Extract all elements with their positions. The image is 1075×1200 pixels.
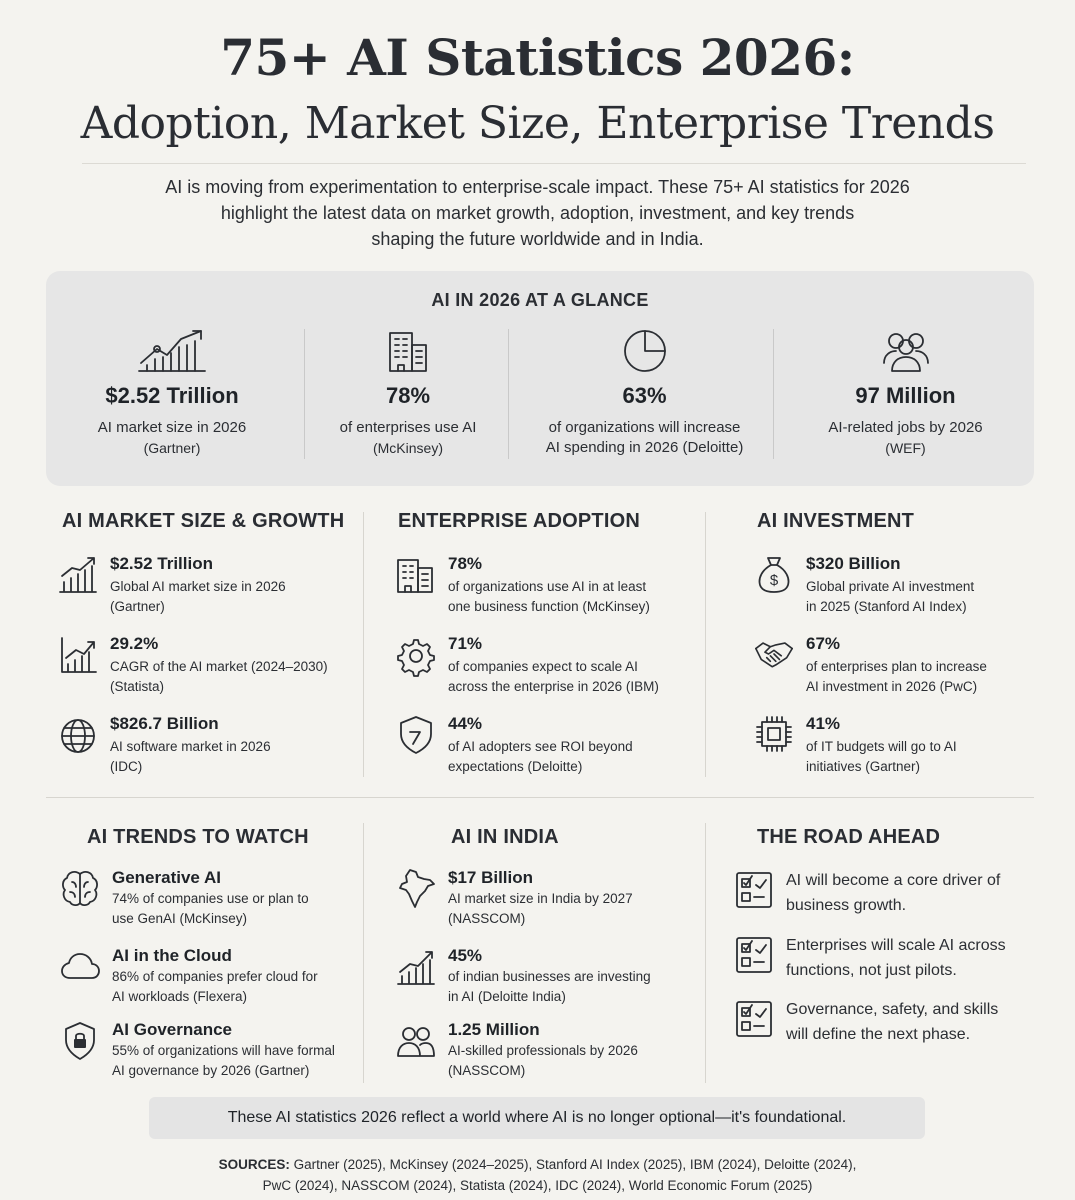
- stat-value: 1.25 Million: [448, 1020, 540, 1039]
- conclusion-banner: These AI statistics 2026 reflect a world…: [149, 1097, 925, 1139]
- glance-source: (WEF): [885, 440, 926, 456]
- sources-line: PwC (2024), NASSCOM (2024), Statista (20…: [262, 1178, 813, 1193]
- stat-value: 41%: [806, 714, 841, 733]
- section-title-market: AI MARKET SIZE & GROWTH: [62, 510, 345, 532]
- india-map-icon: [399, 869, 435, 908]
- stat-value: AI Governance: [112, 1020, 232, 1039]
- growth-chart-icon: [138, 330, 206, 372]
- row-divider: [46, 797, 1034, 798]
- glance-divider: [508, 329, 509, 459]
- glance-value: 78%: [385, 383, 431, 408]
- gear-icon: [397, 639, 435, 677]
- glance-value: 97 Million: [855, 383, 956, 408]
- glance-label: of organizations will increase: [548, 419, 741, 436]
- office-building-icon: [397, 559, 433, 593]
- page-subtitle: Adoption, Market Size, Enterprise Trends: [80, 98, 995, 149]
- stat-value: 71%: [448, 634, 483, 653]
- people-icon: [882, 333, 929, 372]
- glance-label: AI market size in 2026: [97, 419, 247, 436]
- glance-spending: 63% of organizations will increase AI sp…: [512, 327, 777, 467]
- glance-divider: [773, 329, 774, 459]
- column-divider: [705, 823, 706, 1083]
- glance-market-size: $2.52 Trillion AI market size in 2026 (G…: [46, 327, 298, 467]
- money-bag-icon: $: [758, 557, 790, 593]
- brain-icon: [62, 871, 98, 907]
- buildings-icon: [389, 332, 427, 372]
- people-icon: [397, 1027, 435, 1057]
- section-title-road: THE ROAD AHEAD: [757, 826, 941, 848]
- glance-divider: [304, 329, 305, 459]
- glance-label: AI spending in 2026 (Deloitte): [545, 439, 744, 456]
- glance-label: AI-related jobs by 2026: [828, 419, 983, 436]
- glance-source: (McKinsey): [372, 440, 443, 456]
- handshake-icon: [755, 642, 793, 668]
- sources-label: SOURCES:: [218, 1157, 290, 1172]
- glance-jobs: 97 Million AI-related jobs by 2026 (WEF): [777, 327, 1034, 467]
- cloud-icon: [61, 953, 100, 979]
- checklist-icon: [736, 872, 772, 908]
- chip-icon: [756, 716, 792, 752]
- bar-growth-icon: [397, 951, 435, 985]
- stat-value: 78%: [448, 554, 483, 573]
- checklist-icon: [736, 937, 772, 973]
- glance-source: (Gartner): [143, 440, 201, 456]
- stat-value: $2.52 Trillion: [110, 554, 213, 573]
- glance-label: of enterprises use AI: [339, 419, 477, 436]
- shield-icon: [400, 716, 432, 754]
- sources-line: Gartner (2025), McKinsey (2024–2025), St…: [293, 1157, 857, 1172]
- section-title-adoption: ENTERPRISE ADOPTION: [398, 510, 640, 532]
- glance-value: 63%: [622, 383, 667, 408]
- pie-chart-icon: [623, 330, 666, 372]
- intro-text: AI is moving from experimentation to ent…: [165, 177, 910, 249]
- stat-value: $320 Billion: [806, 554, 901, 573]
- stat-value: $17 Billion: [448, 868, 534, 887]
- stat-value: AI in the Cloud: [112, 946, 232, 965]
- trend-chart-icon: [61, 637, 97, 673]
- stat-value: 44%: [448, 714, 483, 733]
- glance-panel: AI IN 2026 AT A GLANCE $2.52 Trillion AI…: [46, 271, 1034, 486]
- svg-text:$: $: [770, 572, 779, 589]
- sources: SOURCES: Gartner (2025), McKinsey (2024–…: [100, 1154, 975, 1196]
- page-title: 75+ AI Statistics 2026:: [220, 28, 855, 87]
- glance-value: $2.52 Trillion: [105, 383, 239, 408]
- stat-value: 45%: [448, 946, 483, 965]
- globe-icon: [61, 719, 95, 753]
- title-divider: [82, 163, 1026, 164]
- stat-value: 29.2%: [110, 634, 159, 653]
- section-title-india: AI IN INDIA: [451, 826, 559, 848]
- column-divider: [363, 823, 364, 1083]
- section-title-trends: AI TRENDS TO WATCH: [87, 826, 309, 848]
- section-title-investment: AI INVESTMENT: [757, 510, 915, 532]
- stat-value: Generative AI: [112, 868, 221, 887]
- bar-growth-icon: [59, 557, 97, 593]
- checklist-icon: [736, 1001, 772, 1037]
- stat-value: $826.7 Billion: [110, 714, 219, 733]
- lock-shield-icon: [65, 1022, 95, 1060]
- glance-enterprise-use: 78% of enterprises use AI (McKinsey): [308, 327, 508, 467]
- glance-title: AI IN 2026 AT A GLANCE: [431, 290, 649, 310]
- column-divider: [363, 512, 364, 777]
- column-divider: [705, 512, 706, 777]
- stat-value: 67%: [806, 634, 841, 653]
